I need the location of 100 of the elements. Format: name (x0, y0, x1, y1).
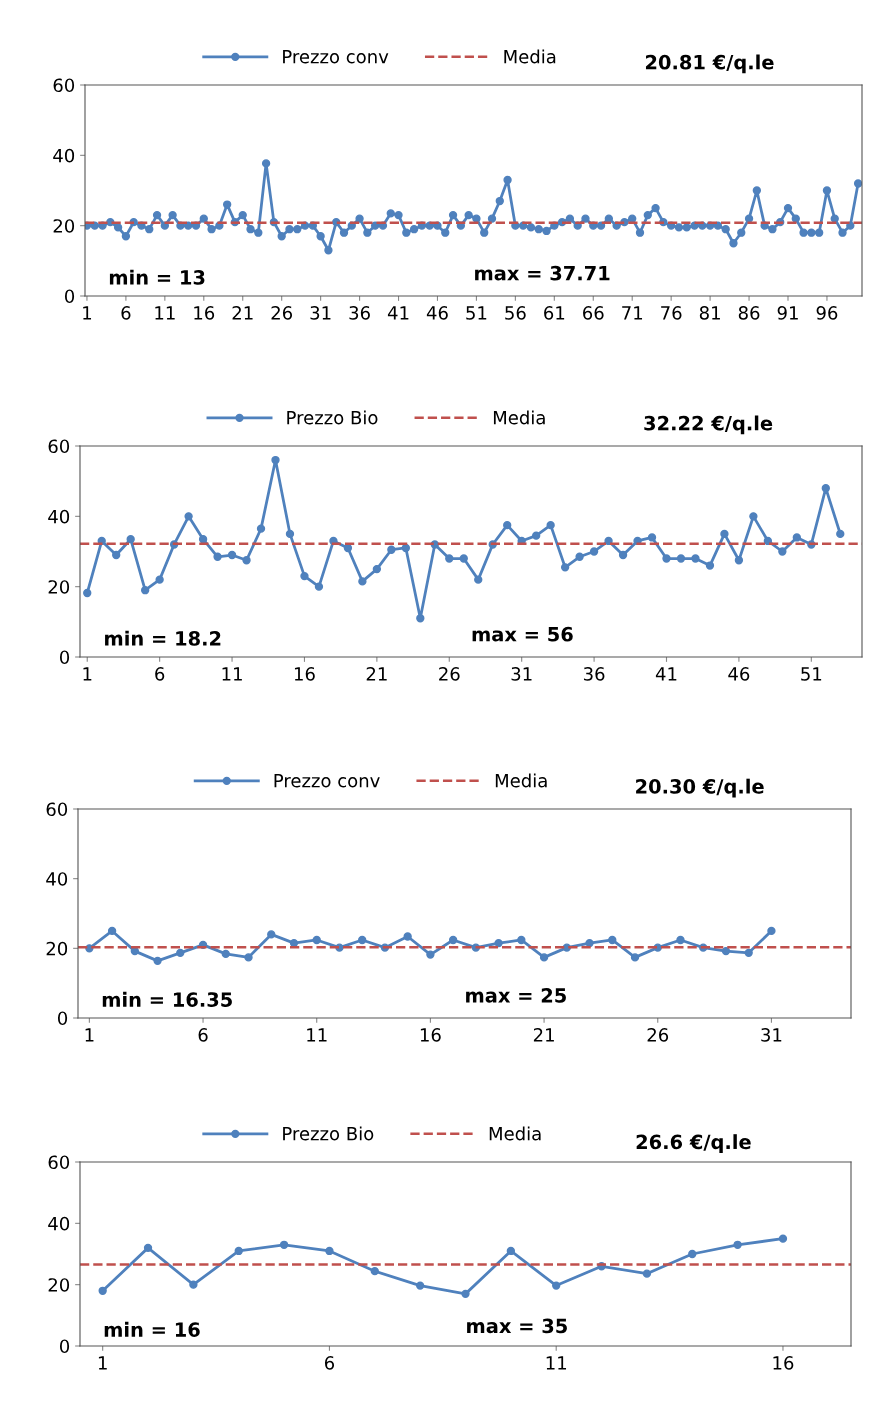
x-tick-label: 51 (801, 667, 822, 681)
point (618, 550, 628, 560)
annotation: min = 18.2 (105, 630, 221, 646)
x-tick-label: 16 (294, 667, 315, 681)
point (227, 550, 237, 560)
point (630, 953, 640, 962)
x-tick-label: 11 (546, 1356, 567, 1370)
y-tick-label: 60 (48, 439, 70, 454)
point (153, 956, 162, 966)
x-tick-label: 81 (699, 306, 720, 320)
point (426, 950, 435, 959)
x-tick-label: 36 (349, 306, 370, 320)
point (676, 554, 686, 563)
point (107, 926, 117, 936)
legend-label: Media (495, 773, 547, 788)
text: 20.81 €/q.le (645, 54, 774, 74)
point (155, 575, 164, 584)
point (836, 529, 845, 539)
x-tick-label: 41 (387, 306, 409, 320)
y-tick-label: 20 (46, 941, 68, 956)
point (503, 520, 512, 530)
annotation: max = 56 (472, 626, 573, 642)
y-tick-label: 60 (53, 78, 75, 93)
point (734, 556, 744, 565)
point (401, 543, 411, 553)
point (539, 953, 549, 962)
text: 26.6 €/q.le (636, 1134, 751, 1154)
point (189, 1280, 198, 1289)
y-tick-label: 60 (46, 802, 68, 817)
x-tick-label: 46 (728, 667, 750, 681)
y-tick-label: 0 (59, 1339, 70, 1354)
x-tick-label: 66 (583, 306, 604, 320)
point (445, 554, 454, 563)
x-tick-label: 11 (155, 306, 175, 320)
x-tick-label: 16 (194, 306, 215, 320)
text: 20.30 €/q.le (636, 778, 764, 798)
point (112, 550, 121, 560)
x-tick-label: 36 (583, 667, 605, 681)
point (312, 935, 321, 945)
x-tick-label: 21 (533, 1028, 554, 1042)
point (176, 948, 185, 958)
point (767, 926, 776, 936)
x-tick-label: 56 (505, 306, 526, 320)
point (517, 935, 526, 945)
point (403, 932, 412, 941)
x-tick-label: 76 (661, 306, 682, 320)
point (387, 545, 396, 554)
x-tick-label: 31 (511, 667, 532, 681)
point (448, 935, 458, 945)
point (494, 938, 503, 948)
legend-label: Media (493, 410, 545, 425)
annotation: min = 16 (104, 1321, 200, 1337)
point (256, 524, 266, 533)
y-tick-label: 40 (48, 1216, 70, 1231)
annotation: min = 16.35 (102, 991, 232, 1007)
x-tick-label: 51 (466, 306, 487, 320)
point (608, 935, 617, 945)
y-tick-label: 0 (57, 1011, 68, 1026)
y-tick-label: 20 (53, 219, 75, 233)
point (821, 484, 830, 493)
point (140, 586, 150, 595)
legend-label: Prezzo conv (274, 774, 380, 788)
x-tick-label: 46 (426, 306, 448, 320)
y-tick-label: 40 (46, 872, 68, 886)
point (474, 575, 483, 584)
x-tick-label: 31 (310, 306, 331, 320)
point (234, 1246, 243, 1256)
x-tick-label: 1 (83, 667, 92, 681)
x-tick-label: 31 (761, 1028, 782, 1042)
x-tick-label: 6 (324, 1356, 335, 1370)
legend-label: Prezzo conv (283, 50, 389, 64)
point (720, 529, 729, 539)
x-tick-label: 6 (121, 306, 131, 320)
x-tick-label: 91 (777, 306, 798, 320)
point (662, 554, 671, 563)
point (213, 552, 222, 561)
point (242, 556, 251, 565)
y-tick-label: 60 (48, 1155, 70, 1170)
point (358, 577, 367, 586)
point (372, 564, 382, 574)
y-tick-label: 0 (59, 650, 70, 665)
point (271, 455, 280, 465)
x-tick-label: 21 (366, 667, 387, 681)
point (575, 552, 584, 561)
annotation: max = 35 (467, 1318, 567, 1334)
x-tick-label: 11 (222, 667, 242, 681)
point (749, 512, 758, 521)
x-tick-label: 26 (271, 306, 293, 320)
point (705, 561, 715, 570)
annotation: max = 37.71 (475, 265, 610, 281)
point (778, 1234, 788, 1243)
y-tick-label: 20 (48, 580, 70, 594)
y-tick-label: 40 (48, 509, 70, 524)
point (184, 512, 193, 521)
y-tick-label: 20 (48, 1278, 70, 1292)
point (560, 563, 570, 572)
point (589, 547, 599, 556)
text: 32.22 €/q.le (644, 415, 773, 435)
point (285, 529, 295, 539)
point (416, 614, 425, 623)
